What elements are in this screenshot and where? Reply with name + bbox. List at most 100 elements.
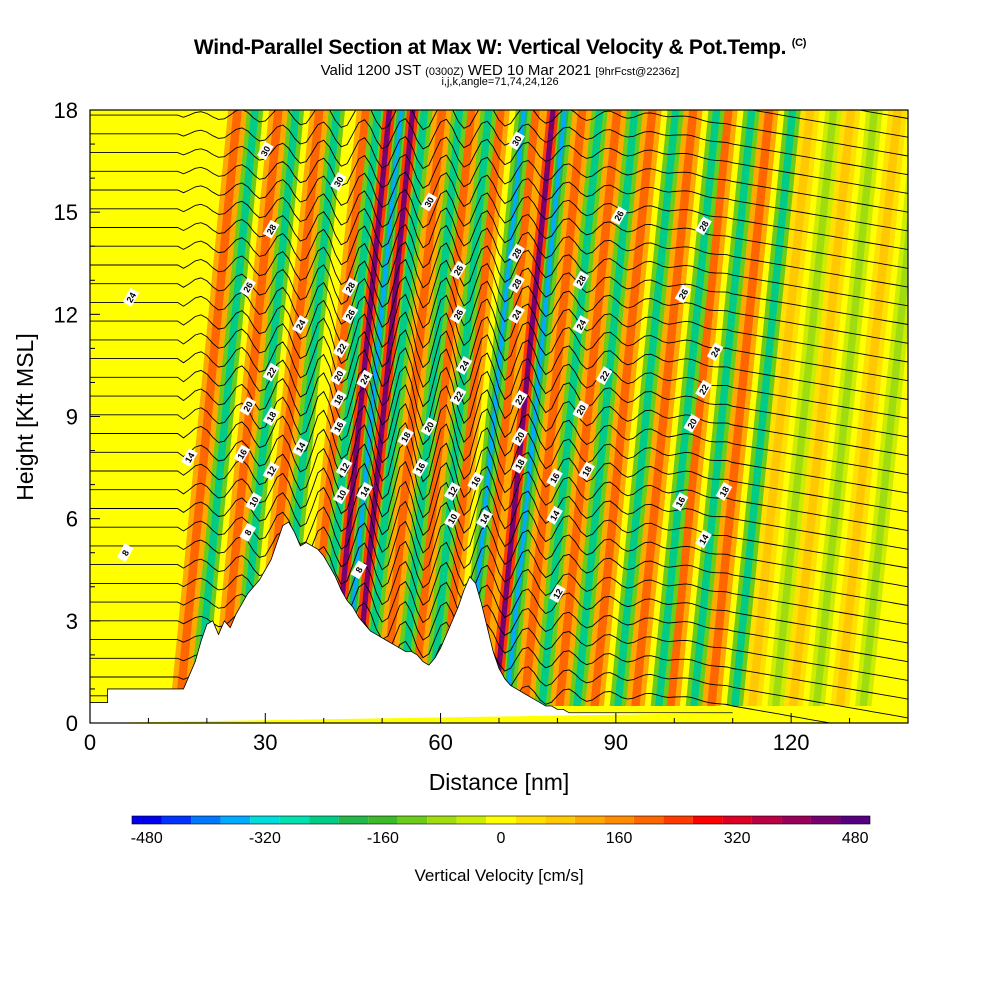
contour-label-bg — [180, 447, 198, 467]
contour-label: 20 — [420, 417, 438, 437]
theta-contour — [90, 329, 908, 400]
contour-label-text: 12 — [446, 485, 460, 499]
contour-label: 14 — [180, 447, 198, 467]
updraft-band-core — [666, 110, 733, 706]
strong-updraft-band-core — [352, 110, 416, 706]
x-tick-label: 0 — [84, 730, 96, 755]
contour-label: 22 — [332, 338, 350, 358]
y-tick-label: 18 — [54, 98, 78, 123]
contour-label: 24 — [508, 304, 525, 324]
updraft-band-core — [590, 110, 657, 706]
contour-label-text: 30 — [510, 134, 524, 148]
chart-subtitle-indices: i,j,k,angle=71,74,24,126 — [441, 76, 559, 88]
theta-contour — [90, 384, 908, 457]
colorbar-swatch — [810, 816, 841, 824]
theta-contour — [90, 258, 908, 325]
downdraft-band-core — [690, 110, 756, 706]
contour-label-text: 14 — [697, 533, 711, 547]
contour-label-bg — [508, 274, 525, 294]
contour-label-bg — [578, 461, 595, 481]
contour-label: 16 — [411, 458, 429, 478]
contour-label-bg — [239, 277, 257, 297]
contour-label-text: 26 — [612, 209, 626, 223]
colorbar-swatch — [781, 816, 811, 824]
contour-label: 18 — [511, 454, 528, 474]
contour-label-text: 12 — [551, 587, 565, 601]
theta-contour — [90, 224, 908, 288]
subtitle-forecast: [9hrFcst@2236z] — [595, 66, 680, 78]
contour-label-bg — [341, 277, 359, 297]
contour-label-bg — [350, 560, 368, 580]
contour-label-text: 26 — [452, 263, 466, 277]
x-tick-label: 90 — [604, 730, 628, 755]
contour-label: 14 — [356, 481, 373, 501]
contour-label: 18 — [262, 407, 280, 426]
colorbar-tick-label: 320 — [724, 830, 751, 847]
contour-label: 28 — [572, 270, 590, 290]
chart-subtitle: Valid 1200 JST (0300Z) WED 10 Mar 2021 [… — [0, 62, 1000, 79]
colorbar-swatch — [338, 816, 369, 824]
contour-label: 24 — [706, 342, 724, 362]
contour-label-bg — [671, 492, 689, 512]
downdraft-band-core — [731, 110, 797, 706]
contour-label-bg — [449, 304, 467, 324]
contour-label-bg — [262, 461, 280, 481]
theta-contour — [90, 276, 908, 344]
y-axis-label: Height [Kft MSL] — [12, 333, 38, 500]
contour-label: 28 — [508, 243, 525, 263]
colorbar-swatch — [309, 816, 339, 824]
contour-label-bg — [455, 355, 473, 375]
contour-label-text: 10 — [446, 512, 460, 526]
contour-label: 20 — [683, 413, 701, 433]
contour-label-bg — [508, 131, 525, 151]
updraft-band-core — [175, 110, 242, 706]
theta-contour — [90, 153, 908, 213]
updraft-band-core — [438, 110, 505, 706]
contour-label: 8 — [239, 522, 257, 542]
colorbar-swatch — [574, 816, 605, 824]
contour-label-bg — [595, 366, 613, 386]
contour-label-bg — [511, 454, 528, 474]
contour-label: 28 — [262, 219, 280, 239]
contour-label-bg — [116, 543, 134, 563]
contour-label-bg — [356, 481, 373, 501]
contour-label-text: 16 — [548, 471, 562, 485]
theta-contour — [90, 189, 908, 251]
x-tick-label: 120 — [773, 730, 810, 755]
contour-label-text: 16 — [469, 475, 483, 489]
contour-label-bg — [706, 342, 724, 362]
theta-contour — [90, 206, 908, 269]
colorbar-swatch — [456, 816, 487, 824]
strong-updraft-band-core — [328, 110, 393, 706]
theta-contour — [90, 365, 908, 438]
subtitle-utc: (0300Z) — [425, 66, 464, 78]
contour-label: 8 — [116, 543, 134, 563]
contour-label-bg — [329, 366, 347, 386]
updraft-band-core — [748, 110, 815, 706]
updraft-band-core — [788, 110, 856, 706]
contour-label-bg — [546, 468, 563, 488]
contour-label-bg — [572, 400, 590, 420]
contour-label: 22 — [262, 362, 280, 382]
colorbar-swatch — [692, 816, 723, 824]
contour-label: 14 — [476, 509, 493, 529]
theta-contour — [90, 110, 908, 157]
contour-label: 16 — [329, 417, 347, 437]
theta-contour — [90, 136, 908, 194]
contour-label-bg — [332, 485, 350, 505]
theta-contour — [90, 500, 908, 569]
plot-area: 30 30 30 30 28 26 24 24 22 20 18 16 14 14 12 10 8 8 28 26 22… — [90, 110, 908, 723]
updraft-band-core — [520, 110, 587, 706]
contour-label: 24 — [572, 315, 590, 334]
x-tick-label: 60 — [428, 730, 452, 755]
colorbar-tick-label: -320 — [249, 830, 281, 847]
strong-updraft-band-core — [492, 110, 556, 706]
copyright-mark: (C) — [791, 37, 807, 49]
contour-label-text: 18 — [332, 393, 346, 407]
contour-label: 30 — [329, 172, 347, 191]
contour-label-text: 18 — [265, 410, 279, 424]
updraft-band-core — [835, 110, 902, 706]
contour-label-text: 20 — [513, 430, 527, 444]
colorbar-swatch — [279, 816, 310, 824]
contour-label-bg — [356, 369, 373, 389]
